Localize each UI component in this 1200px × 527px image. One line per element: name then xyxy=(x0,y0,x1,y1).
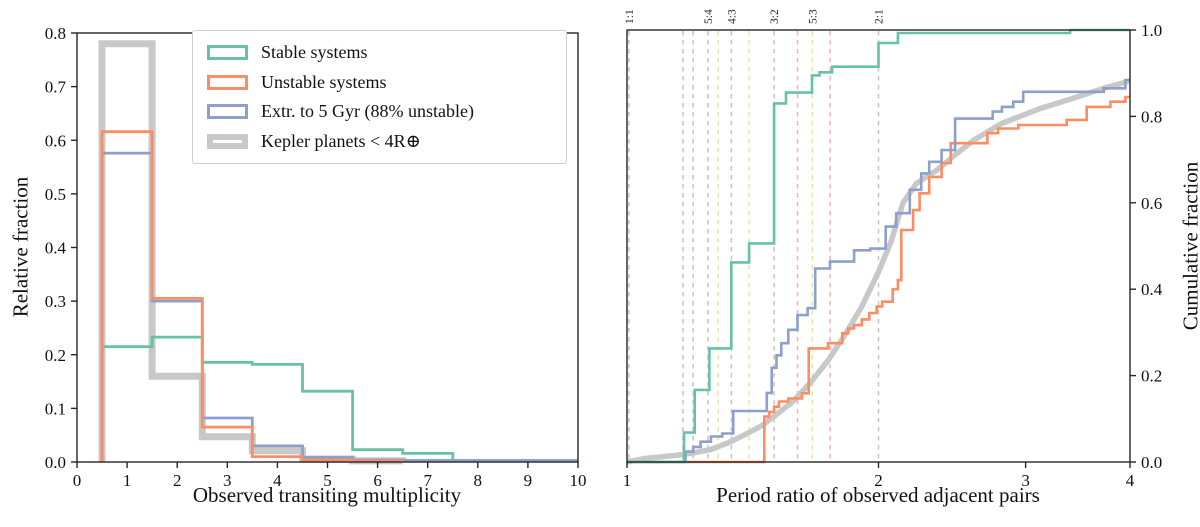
legend-swatch-orange xyxy=(207,74,248,90)
legend-label: Stable systems xyxy=(261,42,368,63)
x-tick-label: 5 xyxy=(323,471,332,490)
right-y-axis-label: Cumulative fraction xyxy=(1178,161,1200,331)
y-tick-label: 0.0 xyxy=(1141,453,1162,472)
x-tick-label: 4 xyxy=(1126,471,1135,490)
resonance-label: 5:3 xyxy=(807,9,819,24)
y-tick-label: 0.1 xyxy=(45,399,66,418)
series-green xyxy=(100,335,455,462)
left-x-axis-label: Observed transiting multiplicity xyxy=(192,483,462,507)
x-tick-label: 9 xyxy=(524,471,533,490)
y-tick-label: 0.2 xyxy=(45,346,66,365)
x-tick-label: 0 xyxy=(73,471,82,490)
y-tick-label: 0.5 xyxy=(45,185,66,204)
x-tick-label: 1 xyxy=(123,471,132,490)
series-orange xyxy=(627,95,1130,464)
legend-item: Unstable systems xyxy=(207,68,566,98)
x-tick-label: 10 xyxy=(570,471,587,490)
right-x-axis-label: Period ratio of observed adjacent pairs xyxy=(716,483,1040,507)
x-tick-label: 6 xyxy=(373,471,382,490)
x-tick-label: 3 xyxy=(1021,471,1030,490)
legend-label: Kepler planets < 4R⊕ xyxy=(261,130,421,151)
y-tick-label: 0.7 xyxy=(45,78,67,97)
series-orange xyxy=(100,130,405,463)
x-tick-label: 8 xyxy=(474,471,483,490)
legend-item: Extr. to 5 Gyr (88% unstable) xyxy=(207,97,566,127)
legend-swatch-green xyxy=(207,45,248,61)
series-blue xyxy=(627,78,1130,464)
y-tick-label: 0.4 xyxy=(1141,280,1163,299)
x-tick-label: 2 xyxy=(173,471,182,490)
legend: Stable systems Unstable systems Extr. to 5… xyxy=(192,30,567,164)
left-y-axis-label: Relative fraction xyxy=(8,176,33,318)
y-tick-label: 0.0 xyxy=(45,453,66,472)
legend-label: Unstable systems xyxy=(261,71,387,92)
y-tick-label: 0.2 xyxy=(1141,367,1162,386)
x-tick-label: 1 xyxy=(623,471,632,490)
y-tick-label: 0.8 xyxy=(1141,107,1162,126)
legend-item: Stable systems xyxy=(207,38,566,68)
y-tick-label: 0.4 xyxy=(45,239,67,258)
resonance-label: 5:4 xyxy=(703,9,715,24)
series-green xyxy=(627,28,1130,464)
x-tick-label: 7 xyxy=(423,471,432,490)
series-gray xyxy=(626,78,1131,465)
legend-swatch-blue xyxy=(207,104,248,120)
y-tick-label: 0.6 xyxy=(45,131,66,150)
y-tick-label: 0.6 xyxy=(1141,194,1162,213)
legend-swatch-gray xyxy=(207,133,248,149)
resonance-label: 1:1 xyxy=(624,9,636,24)
y-tick-label: 0.8 xyxy=(45,24,66,43)
resonance-label: 3:2 xyxy=(769,9,781,24)
legend-label: Extr. to 5 Gyr (88% unstable) xyxy=(261,101,474,122)
y-tick-label: 1.0 xyxy=(1141,21,1162,40)
series-blue xyxy=(100,151,578,462)
y-tick-label: 0.3 xyxy=(45,292,66,311)
x-tick-label: 4 xyxy=(273,471,282,490)
resonance-label: 2:1 xyxy=(874,9,886,24)
x-tick-label: 3 xyxy=(223,471,232,490)
resonance-label: 4:3 xyxy=(726,9,738,24)
legend-item: Kepler planets < 4R⊕ xyxy=(207,127,566,157)
x-tick-label: 2 xyxy=(874,471,883,490)
